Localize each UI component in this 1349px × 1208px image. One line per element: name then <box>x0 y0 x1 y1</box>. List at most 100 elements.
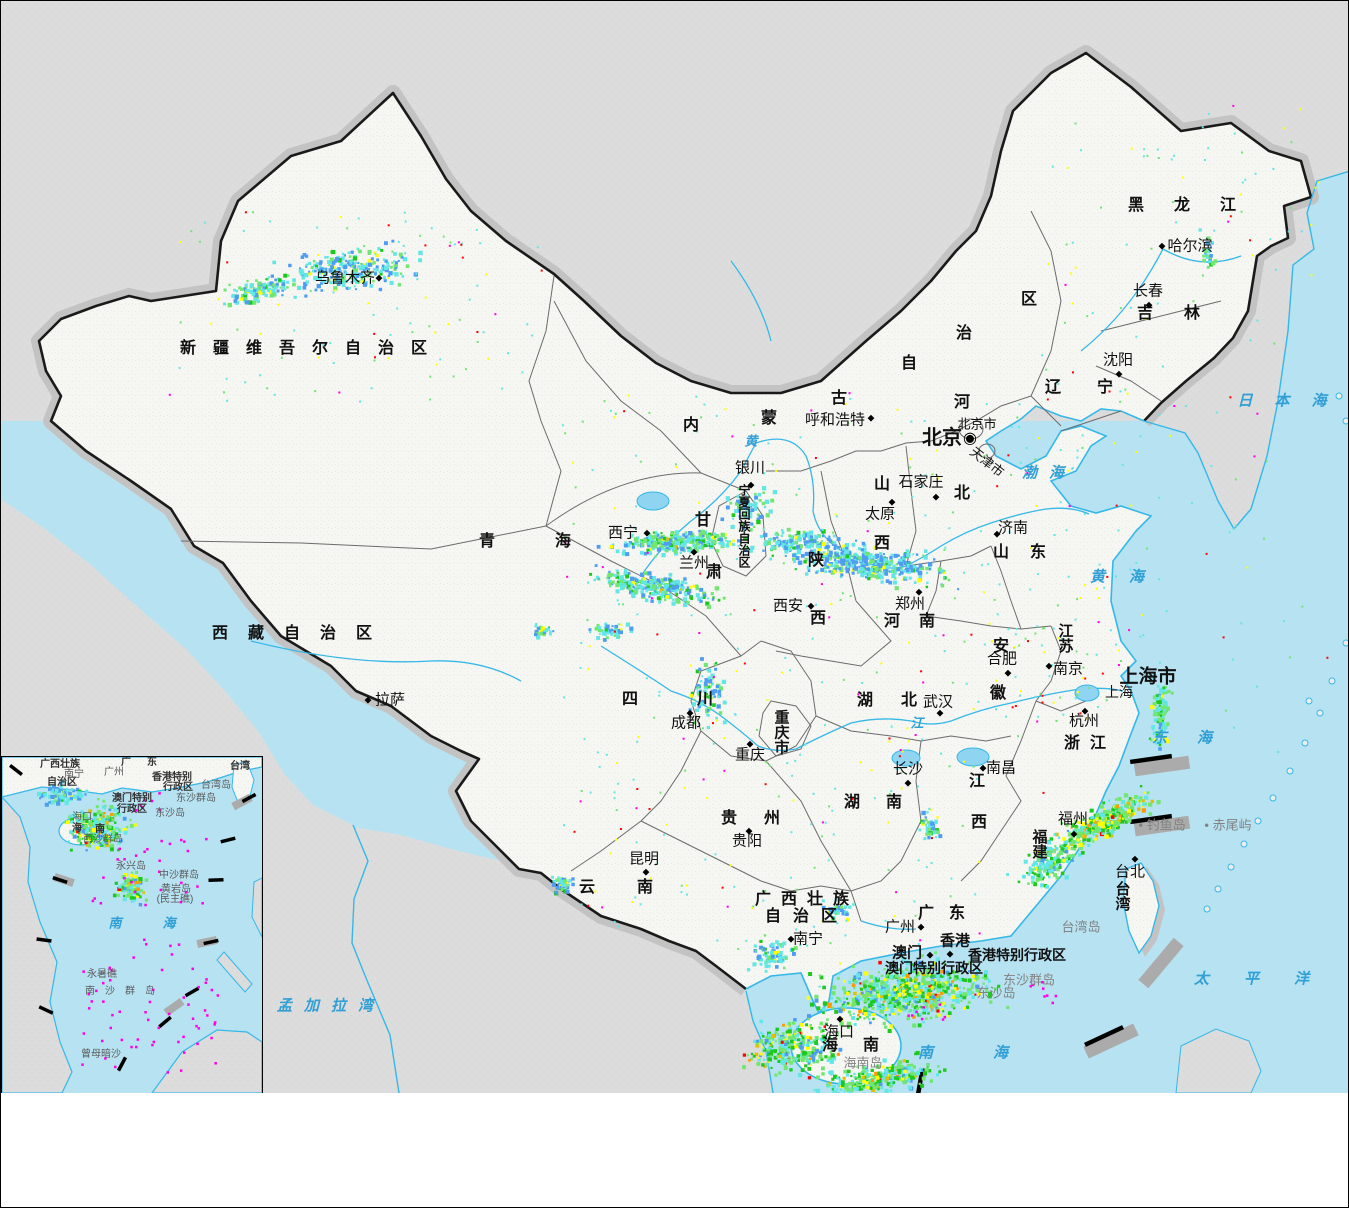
inset-borneo <box>151 1029 262 1093</box>
city-marker-icon: ◆ <box>1004 667 1012 678</box>
sea-label: 黄海 <box>1089 568 1169 586</box>
city-marker-icon: ◆ <box>867 412 875 423</box>
foreign-land-indochina <box>352 827 773 1093</box>
province-label: 江苏 <box>1056 623 1074 653</box>
province-borders <box>180 210 1222 922</box>
map-labels-layer: 黑龙江 吉林 辽宁内蒙古自治区新疆维吾尔自治区 西藏自治区 青海甘肃宁夏回族自治区陕西山… <box>1 1 1349 1093</box>
province-label: 内 <box>682 417 700 434</box>
province-label: 广东 <box>917 905 981 922</box>
sea-label: 南海 <box>917 1044 1069 1062</box>
city-label: 南京 <box>1052 660 1084 678</box>
inset-label: 南 <box>95 824 105 835</box>
province-label: 福建 <box>1030 829 1048 859</box>
island-label: 东沙群岛 <box>1002 972 1056 988</box>
city-marker-icon: ◆ <box>926 949 934 960</box>
city-marker-icon: ◆ <box>932 491 940 502</box>
city-marker-icon: ◆ <box>888 496 896 507</box>
city-label: 沈阳 <box>1102 351 1134 369</box>
nine-dash-main <box>913 753 1191 1093</box>
city-marker-icon: ◆ <box>686 707 694 718</box>
city-label: 昆明 <box>628 850 660 868</box>
city-marker-icon: ◆ <box>1115 368 1123 379</box>
inset-label: 西沙群岛 <box>83 834 123 845</box>
misc-label: 澳门特别行政区 <box>885 960 983 976</box>
province-label: 广西壮族 <box>754 891 860 908</box>
inset-label: 东沙群岛 <box>176 793 216 804</box>
national-border <box>37 51 1313 991</box>
legend-panel: 全国雷达拼图 [2025-10-23 12:42:00] [ 组合反射率 ] d… <box>1 1093 1348 1207</box>
inset-reef-layer <box>81 792 220 1074</box>
sea-label: 太平洋 <box>1193 970 1345 988</box>
city-marker-icon: ◆ <box>787 933 795 944</box>
province-label: 湖南 <box>843 794 929 811</box>
foreign-land-luzon <box>1175 1028 1262 1093</box>
province-label: 西藏自治区 <box>211 625 393 642</box>
city-label: 兰州 <box>678 554 710 572</box>
inset-label: 永兴岛 <box>116 861 146 872</box>
sea-label: 孟加拉湾 <box>276 997 386 1015</box>
misc-label: 澳门 <box>891 944 923 962</box>
city-marker-icon: ◆ <box>993 528 1001 539</box>
city-label: 贵阳 <box>731 832 763 850</box>
province-label: 北 <box>953 485 971 502</box>
city-marker-icon: ◆ <box>690 546 698 557</box>
city-label: 哈尔滨 <box>1167 237 1213 255</box>
city-marker-icon: ◆ <box>1158 240 1166 251</box>
city-label: 重庆 <box>734 746 766 764</box>
inset-label: 广西壮族 <box>40 759 80 770</box>
south-asia-coastline <box>351 824 774 1093</box>
city-label: 海口 <box>823 1023 855 1041</box>
city-marker-icon: ◆ <box>1131 853 1139 864</box>
city-marker-icon: ◆ <box>1070 828 1078 839</box>
city-marker-icon: ◆ <box>746 738 754 749</box>
province-label: 古 <box>830 390 848 407</box>
city-marker-icon: ◆ <box>946 948 954 959</box>
island-label: 东沙岛 <box>976 985 1016 1001</box>
city-label: 南宁 <box>792 930 824 948</box>
city-marker-icon: ◆ <box>364 694 372 705</box>
city-label: 拉萨 <box>374 691 406 709</box>
province-label: 治 <box>955 325 973 342</box>
city-label: 太原 <box>864 505 896 523</box>
province-label: 安 <box>992 638 1010 655</box>
province-label: 浙江 <box>1063 735 1117 752</box>
city-label: 郑州 <box>894 595 926 613</box>
inset-label: 自治区 <box>47 777 77 788</box>
city-label: 杭州 <box>1068 712 1100 730</box>
inset-label: 澳门特别 <box>112 793 152 804</box>
city-marker-icon: ◆ <box>917 921 925 932</box>
inset-dash-layer <box>9 764 257 1072</box>
inset-label: 海 <box>72 823 82 834</box>
province-label: 河 <box>953 394 971 411</box>
sea-label: 日本海 <box>1237 392 1349 410</box>
province-label: 西 <box>873 535 891 552</box>
province-label: 新疆维吾尔自治区 <box>179 340 445 357</box>
city-label: 西宁 <box>607 524 639 542</box>
inset-echo-layer <box>37 779 149 907</box>
province-label: 湖北 <box>856 692 946 709</box>
misc-label: 上海市 <box>1119 666 1177 688</box>
city-marker-icon: ◆ <box>745 825 753 836</box>
inset-canvas <box>2 757 262 1093</box>
inset-label: 永暑礁 <box>87 969 117 980</box>
province-label: 江 <box>968 773 986 790</box>
city-marker-icon: ◆ <box>807 600 815 611</box>
province-label: 山东 <box>992 544 1068 561</box>
province-label: 西 <box>809 610 827 627</box>
inset-label: 黄岩岛 <box>161 884 191 895</box>
inset-label: 行政区 <box>117 804 147 815</box>
city-marker-icon: ◆ <box>642 866 650 877</box>
inset-label: 东沙岛 <box>155 808 185 819</box>
inset-label: 广 <box>121 757 131 768</box>
city-marker-icon: ◆ <box>915 586 923 597</box>
inset-luzon <box>251 877 262 938</box>
province-label: 黑龙江 <box>1127 197 1267 214</box>
city-marker-icon: ◆ <box>375 272 383 283</box>
city-marker-icon: ◆ <box>643 527 651 538</box>
inset-label: 海 <box>162 915 176 931</box>
inset-label: 广州 <box>104 767 124 778</box>
misc-label: 天津市 <box>967 444 1007 480</box>
province-label: 重庆市 <box>772 709 790 755</box>
city-marker-icon: ◆ <box>1145 299 1153 310</box>
province-label: 云南 <box>578 879 696 896</box>
